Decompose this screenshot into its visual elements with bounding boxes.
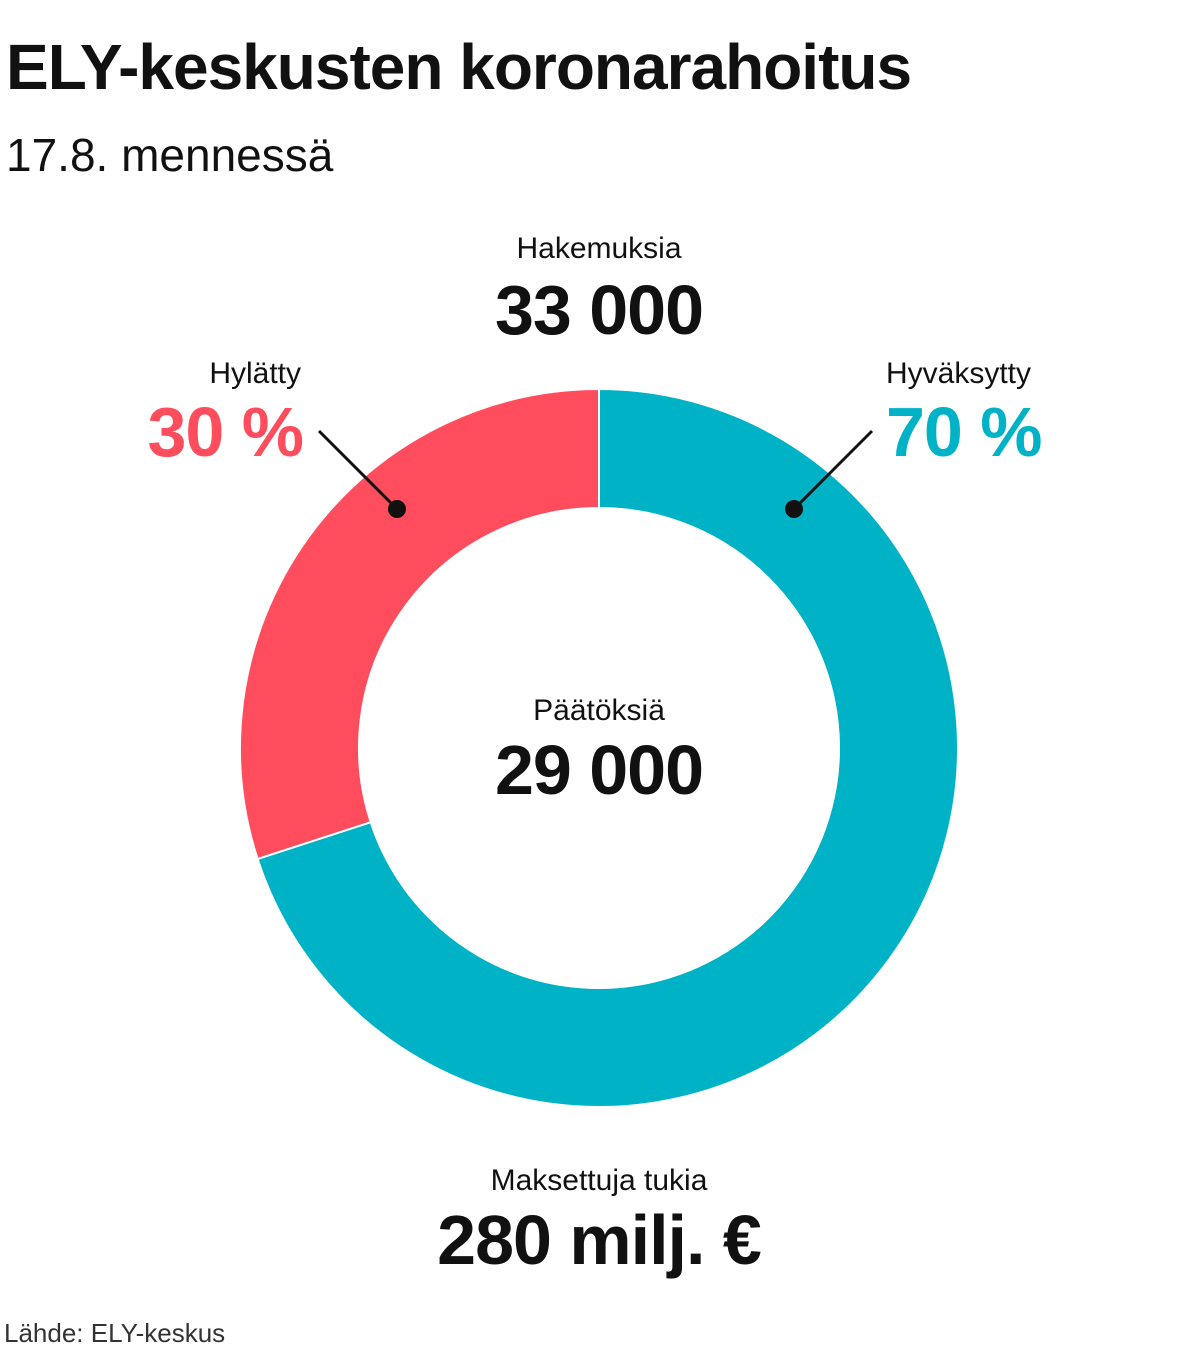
legend-label-hyvaksytty: Hyväksytty — [886, 357, 1032, 390]
chart-title: ELY-keskusten koronarahoitus — [6, 31, 912, 103]
data-label-hylatty: 30 % — [147, 393, 304, 471]
leader-dot-hyvaksytty — [785, 500, 803, 518]
leader-line-hyvaksytty — [792, 429, 874, 511]
leader-dot-hylatty — [388, 500, 406, 518]
bottom-stat-value: 280 milj. € — [437, 1201, 762, 1279]
top-stat-value: 33 000 — [494, 271, 704, 349]
top-stat-label: Hakemuksia — [516, 232, 682, 265]
slice-hylatty — [239, 387, 600, 861]
bottom-stat-label: Maksettuja tukia — [490, 1164, 708, 1197]
chart-subtitle: 17.8. mennessä — [6, 129, 334, 181]
leader-line-hylatty — [317, 429, 399, 511]
data-label-hyvaksytty: 70 % — [886, 393, 1043, 471]
center-stat-label: Päätöksiä — [533, 694, 665, 727]
center-stat-value: 29 000 — [494, 731, 704, 809]
legend-label-hylatty: Hylätty — [209, 357, 301, 390]
slice-hyvaksytty — [256, 387, 959, 1108]
source-note: Lähde: ELY-keskus — [4, 1318, 226, 1348]
